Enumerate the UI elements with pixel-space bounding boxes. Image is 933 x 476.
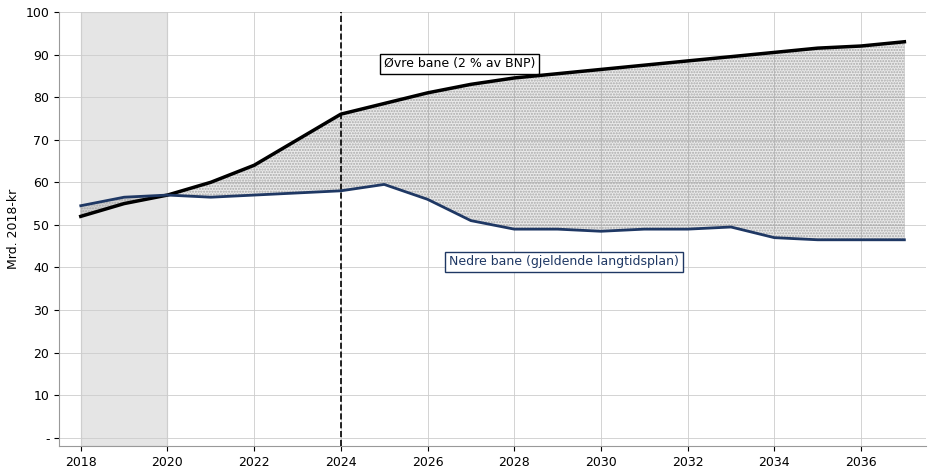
Y-axis label: Mrd. 2018-kr: Mrd. 2018-kr (7, 189, 20, 269)
Text: Øvre bane (2 % av BNP): Øvre bane (2 % av BNP) (384, 57, 536, 70)
Bar (81, 12, 167, 446)
Text: Nedre bane (gjeldende langtidsplan): Nedre bane (gjeldende langtidsplan) (449, 255, 679, 268)
